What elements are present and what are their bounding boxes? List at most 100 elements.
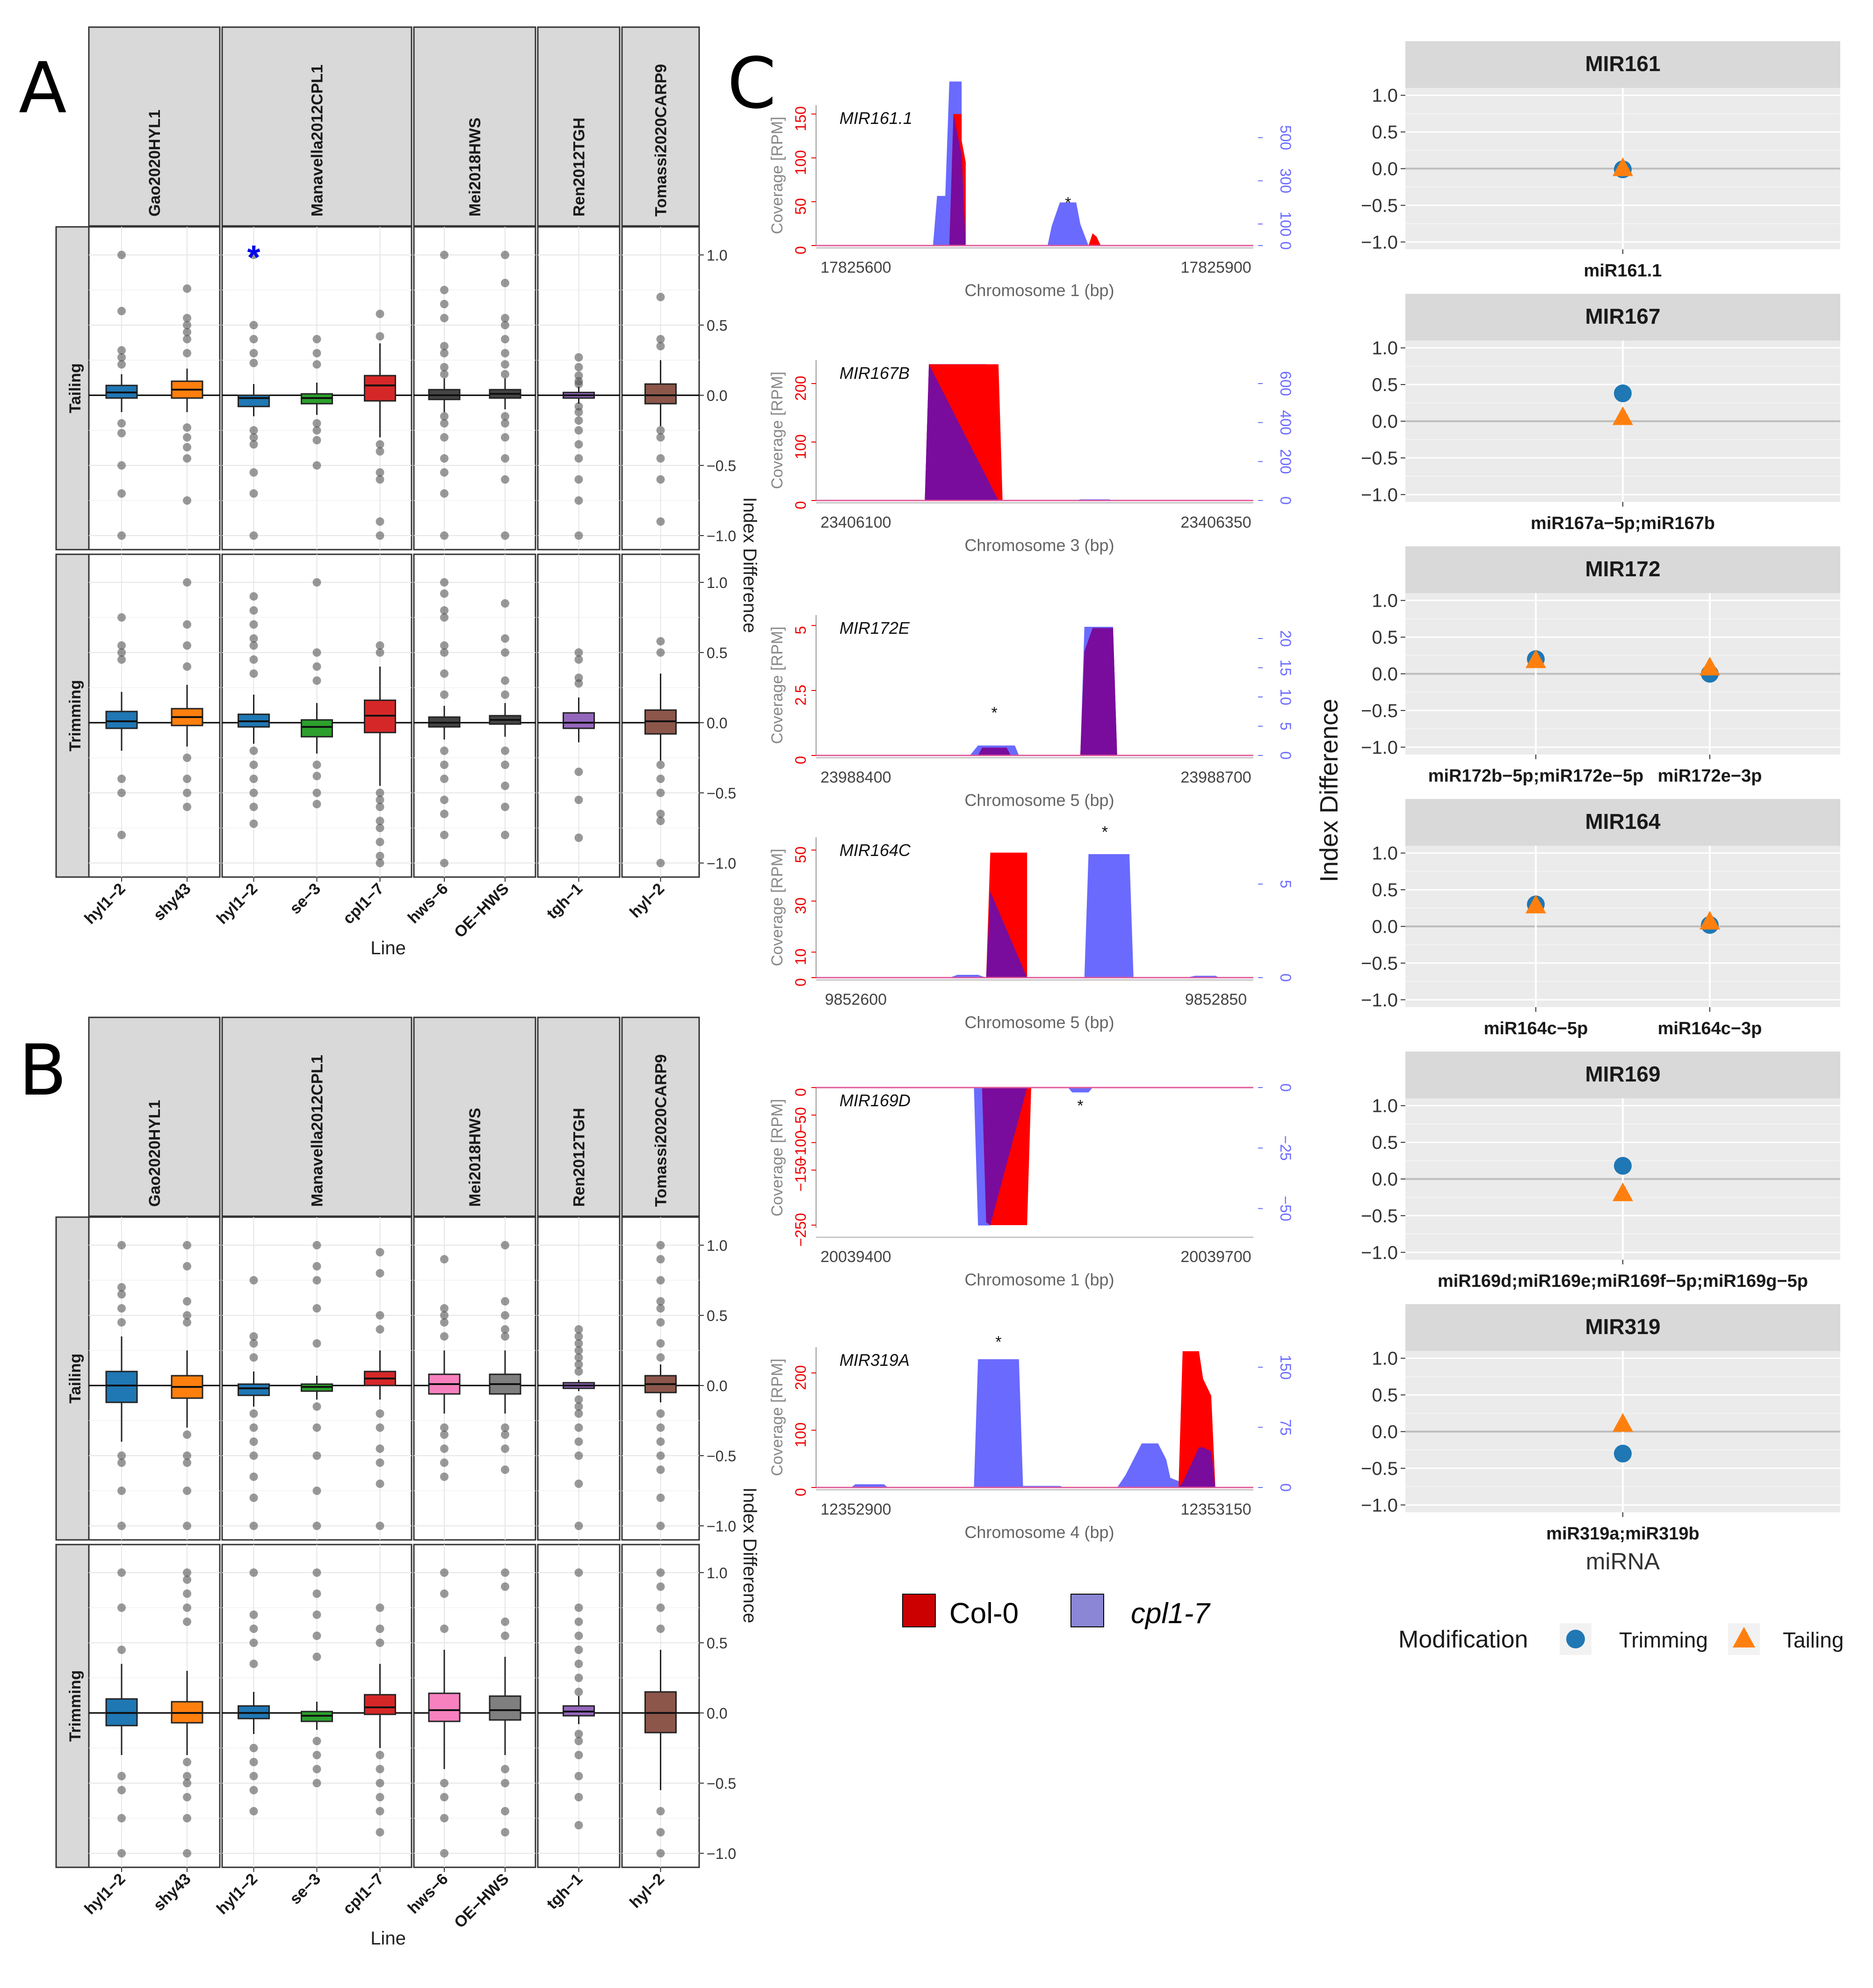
outlier-point <box>656 1304 665 1313</box>
outlier-point <box>656 1423 665 1432</box>
y-tick-label: 0.5 <box>707 1307 727 1324</box>
left-tick-label: 100 <box>792 150 809 175</box>
box-tgh−1 <box>563 353 595 540</box>
outlier-point <box>656 1451 665 1460</box>
outlier-point <box>376 1409 384 1418</box>
outlier-point <box>376 796 384 804</box>
outlier-point <box>183 1311 191 1320</box>
outlier-point <box>656 1625 665 1633</box>
outlier-point <box>117 613 126 622</box>
outlier-point <box>376 1751 384 1759</box>
outlier-point <box>249 1758 258 1766</box>
coverage-legend: Col-0 cpl1-7 <box>902 1594 1211 1630</box>
outlier-point <box>183 284 191 293</box>
outlier-point <box>249 803 258 811</box>
y-tick-label: 0.0 <box>1372 159 1398 180</box>
outlier-point <box>117 307 126 315</box>
outlier-point <box>249 426 258 435</box>
right-tick-label: 10 <box>1277 689 1294 705</box>
mirna-label: miR172e−3p <box>1658 766 1762 786</box>
outlier-point <box>183 328 191 336</box>
outlier-point <box>574 454 583 463</box>
outlier-point <box>656 1582 665 1591</box>
outlier-point <box>440 810 448 818</box>
left-tick-label: 150 <box>792 106 809 131</box>
box-iqr <box>238 394 270 407</box>
outlier-point <box>440 1444 448 1453</box>
right-tick-label: 15 <box>1277 660 1294 676</box>
row-strip-label: Trimming <box>66 680 84 751</box>
dot-facet-3: MIR164 1.0 0.5 0.0 −0.5 −1.0 miR164c−5p miR164c… <box>1361 799 1840 1038</box>
outlier-point <box>249 655 258 664</box>
outlier-point <box>376 1793 384 1801</box>
outlier-point <box>183 1603 191 1612</box>
outlier-point <box>376 859 384 867</box>
outlier-point <box>501 1297 509 1306</box>
box-hyl1−2 <box>105 1241 138 1530</box>
outlier-point <box>440 1458 448 1467</box>
outlier-point <box>440 690 448 699</box>
left-tick-label: 30 <box>792 898 809 914</box>
outlier-point <box>574 648 583 657</box>
outlier-point <box>249 335 258 343</box>
box-iqr <box>489 1695 521 1721</box>
outlier-point <box>574 1437 583 1446</box>
y-tick-label: 0.5 <box>1372 1132 1398 1153</box>
box-iqr <box>105 711 138 729</box>
significance-star: * <box>1102 823 1108 841</box>
outlier-point <box>117 1451 126 1460</box>
outlier-point <box>574 655 583 664</box>
dot-facet-4: MIR169 1.0 0.5 0.0 −0.5 −1.0 miR169d;miR169e;m… <box>1361 1052 1840 1291</box>
outlier-point <box>117 1522 126 1530</box>
outlier-point <box>501 648 509 657</box>
x-tick-label: hyl1−2 <box>213 880 261 928</box>
right-tick-label: 150 <box>1277 1355 1294 1379</box>
facet-strip <box>1405 799 1840 846</box>
facet-strip-label: MIR169 <box>1585 1062 1660 1086</box>
outlier-point <box>501 1311 509 1320</box>
box-shy43 <box>171 1241 203 1530</box>
outlier-point <box>656 637 665 646</box>
outlier-point <box>312 360 321 369</box>
outlier-point <box>501 360 509 369</box>
outlier-point <box>117 531 126 540</box>
outlier-point <box>183 1522 191 1530</box>
dot-facet-2: MIR172 1.0 0.5 0.0 −0.5 −1.0 miR172b−5p;miR172… <box>1361 546 1840 786</box>
left-tick-label: 50 <box>792 198 809 215</box>
area-cpl1-7 <box>933 81 1089 246</box>
outlier-point <box>501 761 509 769</box>
box-tgh−1 <box>563 648 595 842</box>
track-name: MIR319A <box>839 1350 910 1370</box>
outlier-point <box>440 796 448 804</box>
y-tick-label: −1.0 <box>1361 232 1398 253</box>
coverage-track-5: 0 100 200 0 75 150 Coverage [RPM] MIR319A 123529… <box>768 1333 1294 1542</box>
outlier-point <box>249 592 258 601</box>
outlier-point <box>117 1458 126 1467</box>
left-tick-label: 100 <box>792 434 809 459</box>
outlier-point <box>312 648 321 657</box>
outlier-point <box>249 634 258 643</box>
outlier-point <box>574 416 583 425</box>
outlier-point <box>440 1255 448 1263</box>
y-tick-label: −0.5 <box>1361 701 1398 721</box>
outlier-point <box>574 1360 583 1369</box>
outlier-point <box>249 440 258 449</box>
outlier-point <box>312 1339 321 1348</box>
outlier-point <box>656 810 665 818</box>
outlier-point <box>501 803 509 811</box>
outlier-point <box>574 1395 583 1404</box>
outlier-point <box>312 426 321 435</box>
x-tick-label: cpl1−7 <box>340 880 387 928</box>
right-tick-label: 500 <box>1277 125 1294 150</box>
outlier-point <box>440 300 448 308</box>
outlier-point <box>312 1262 321 1270</box>
outlier-point <box>501 314 509 322</box>
legend-label-cpl1-7: cpl1-7 <box>1131 1597 1211 1630</box>
left-tick-label: 0 <box>792 1088 809 1096</box>
outlier-point <box>117 1318 126 1327</box>
dot-facet-0: MIR161 1.0 0.5 0.0 −0.5 −1.0 miR161.1 <box>1361 41 1840 281</box>
outlier-point <box>183 1758 191 1766</box>
outlier-point <box>440 1568 448 1577</box>
outlier-point <box>183 1262 191 1270</box>
